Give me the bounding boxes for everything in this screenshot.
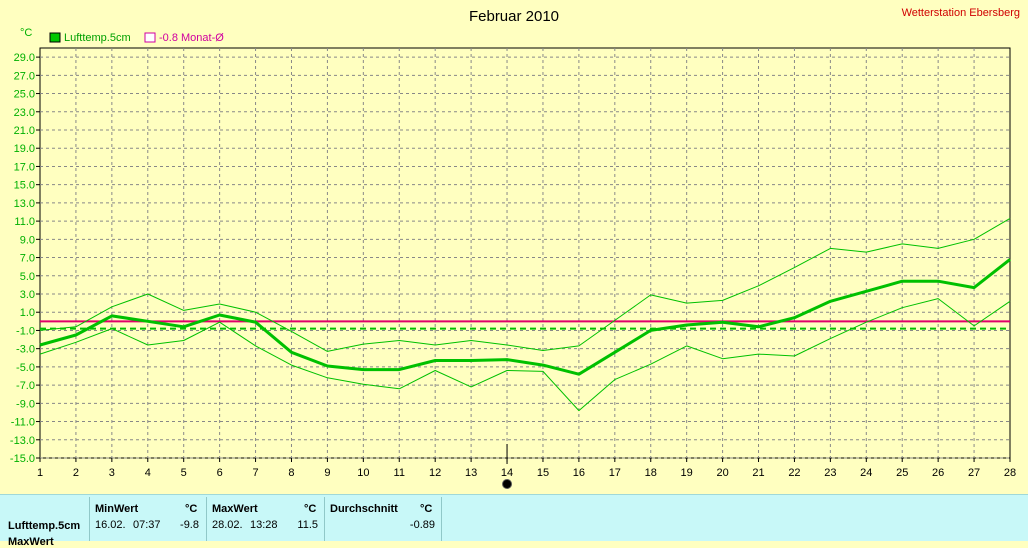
y-tick-label: -9.0 bbox=[16, 398, 35, 410]
x-tick-label: 20 bbox=[716, 467, 728, 479]
day-marker-dot bbox=[502, 479, 513, 489]
y-tick-label: 27.0 bbox=[14, 70, 35, 82]
y-tick-label: -1.0 bbox=[16, 325, 35, 337]
y-tick-label: -3.0 bbox=[16, 344, 35, 356]
legend-label-monthly-avg: -0.8 Monat-Ø bbox=[159, 32, 224, 44]
legend-swatch-airtemp bbox=[49, 32, 61, 43]
x-tick-label: 14 bbox=[501, 467, 513, 479]
x-tick-label: 17 bbox=[609, 467, 621, 479]
legend-label-airtemp: Lufttemp.5cm bbox=[64, 32, 131, 44]
x-tick-label: 19 bbox=[681, 467, 693, 479]
x-tick-label: 8 bbox=[288, 467, 294, 479]
x-tick-label: 5 bbox=[181, 467, 187, 479]
series bbox=[39, 217, 1011, 412]
x-tick-label: 6 bbox=[217, 467, 223, 479]
x-tick-label: 2 bbox=[73, 467, 79, 479]
y-tick-label: 3.0 bbox=[20, 289, 35, 301]
x-tick-label: 9 bbox=[324, 467, 330, 479]
x-tick-label: 12 bbox=[429, 467, 441, 479]
series-line-max bbox=[39, 217, 1011, 352]
stats-max-time: 13:28 bbox=[250, 519, 278, 531]
stats-min-date: 16.02. bbox=[95, 519, 126, 531]
day-marker bbox=[502, 444, 513, 489]
x-tick-label: 18 bbox=[645, 467, 657, 479]
x-tick-label: 7 bbox=[252, 467, 258, 479]
y-tick-label: -7.0 bbox=[16, 380, 35, 392]
stats-row-label: Lufttemp.5cm bbox=[8, 520, 81, 532]
y-tick-label: -15.0 bbox=[10, 453, 35, 465]
x-tick-label: 10 bbox=[357, 467, 369, 479]
x-tick-label: 23 bbox=[824, 467, 836, 479]
legend: Lufttemp.5cm -0.8 Monat-Ø bbox=[49, 32, 224, 44]
y-tick-label: 15.0 bbox=[14, 180, 35, 192]
y-tick-label: 25.0 bbox=[14, 89, 35, 101]
stats-max-date: 28.02. bbox=[212, 519, 243, 531]
legend-swatch-monthly-avg bbox=[144, 32, 156, 43]
x-tick-label: 21 bbox=[752, 467, 764, 479]
x-tick-label: 26 bbox=[932, 467, 944, 479]
stats-min-unit: °C bbox=[185, 503, 198, 515]
station-name: Wetterstation Ebersberg bbox=[902, 7, 1020, 19]
stats-avg-header: Durchschnitt bbox=[330, 503, 398, 515]
y-tick-label: 1.0 bbox=[20, 307, 35, 319]
plot-area bbox=[39, 47, 1011, 459]
statistics-panel: MinWert °C MaxWert °C Durchschnitt °C Lu… bbox=[0, 494, 1028, 548]
y-axis-unit: °C bbox=[20, 27, 32, 39]
x-tick-label: 1 bbox=[37, 467, 43, 479]
y-tick-label: 11.0 bbox=[14, 216, 35, 228]
x-axis: 1 2 3 4 5 6 7 8 9 10 11 12 13 14 15 16 17 18 19 20 21 22 23 24 2… bbox=[37, 458, 1016, 479]
x-tick-label: 27 bbox=[968, 467, 980, 479]
stats-next-row-label: MaxWert bbox=[8, 536, 54, 548]
chart-title: Februar 2010 bbox=[469, 8, 559, 25]
x-tick-label: 25 bbox=[896, 467, 908, 479]
y-tick-label: -13.0 bbox=[10, 435, 35, 447]
y-axis: 29.0 27.0 25.0 23.0 21.0 19.0 17.0 15.0 13.0 11.0… bbox=[10, 52, 40, 465]
y-tick-label: 17.0 bbox=[14, 161, 35, 173]
x-tick-label: 22 bbox=[788, 467, 800, 479]
y-tick-label: -11.0 bbox=[11, 417, 35, 429]
x-tick-label: 4 bbox=[145, 467, 151, 479]
stats-max-value: 11.5 bbox=[297, 519, 318, 531]
x-tick-label: 28 bbox=[1004, 467, 1016, 479]
stats-min-header: MinWert bbox=[95, 503, 139, 515]
y-tick-label: 13.0 bbox=[14, 198, 35, 210]
stats-max-unit: °C bbox=[304, 503, 317, 515]
x-tick-label: 3 bbox=[109, 467, 115, 479]
grid bbox=[40, 48, 1010, 459]
x-tick-label: 16 bbox=[573, 467, 585, 479]
y-tick-label: 23.0 bbox=[14, 107, 35, 119]
series-line-min bbox=[39, 298, 1011, 412]
x-tick-label: 11 bbox=[394, 467, 405, 479]
stats-avg-value: -0.89 bbox=[409, 519, 435, 531]
y-tick-label: 7.0 bbox=[20, 253, 35, 265]
y-tick-label: 9.0 bbox=[20, 234, 35, 246]
stats-avg-unit: °C bbox=[420, 503, 433, 515]
stats-max-header: MaxWert bbox=[212, 503, 258, 515]
stats-min-value: -9.8 bbox=[180, 519, 199, 531]
series-line-avg bbox=[39, 258, 1011, 376]
x-tick-label: 24 bbox=[860, 467, 872, 479]
temperature-chart: Februar 2010 Wetterstation Ebersberg °C … bbox=[10, 7, 1020, 489]
x-tick-label: 13 bbox=[465, 467, 477, 479]
y-tick-label: 5.0 bbox=[20, 271, 35, 283]
y-tick-label: 29.0 bbox=[14, 52, 35, 64]
y-tick-label: 21.0 bbox=[14, 125, 35, 137]
stats-min-time: 07:37 bbox=[133, 519, 161, 531]
y-tick-label: -5.0 bbox=[16, 362, 35, 374]
y-tick-label: 19.0 bbox=[14, 143, 35, 155]
x-tick-label: 15 bbox=[537, 467, 549, 479]
